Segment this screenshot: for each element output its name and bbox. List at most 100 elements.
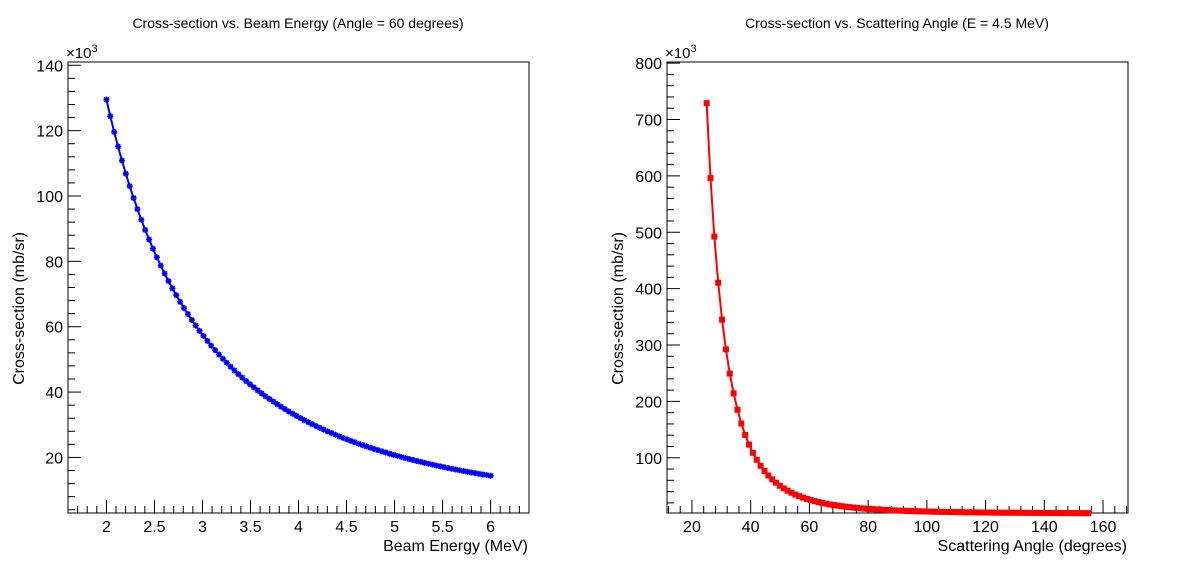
data-point — [320, 426, 327, 433]
data-point — [911, 508, 918, 515]
data-point — [873, 506, 880, 513]
data-point — [761, 467, 768, 474]
data-point — [1073, 510, 1080, 517]
data-point — [107, 113, 114, 120]
x-axis-label: Scattering Angle (degrees) — [938, 538, 1127, 555]
data-point — [122, 170, 129, 177]
data-point — [336, 433, 343, 440]
data-point — [757, 462, 764, 469]
data-point — [907, 508, 914, 515]
y-tick-label: 100 — [635, 451, 662, 468]
data-point — [753, 456, 760, 463]
data-point — [153, 254, 160, 261]
x-axis-label: Beam Energy (MeV) — [383, 538, 528, 555]
data-point — [254, 387, 261, 394]
data-point — [448, 465, 455, 472]
data-point — [707, 175, 714, 182]
data-point — [382, 449, 389, 456]
data-point — [788, 489, 795, 496]
y-axis-label: Cross-section (mb/sr) — [610, 232, 627, 385]
data-point — [722, 346, 729, 353]
data-point — [111, 128, 118, 135]
data-point — [950, 509, 957, 516]
data-point — [103, 96, 110, 103]
y-axis: 20 40 60 80 100 120 140 — [36, 58, 81, 511]
energy-chart: Cross-section vs. Beam Energy (Angle = 6… — [11, 15, 530, 555]
data-point — [456, 467, 463, 474]
data-point — [441, 464, 448, 471]
data-point — [305, 419, 312, 426]
x-axis: 2 2.5 3 3.5 4 4.5 5 5.5 6 — [67, 500, 530, 536]
data-point — [371, 445, 378, 452]
x-tick-label: 100 — [914, 519, 941, 536]
data-point — [309, 421, 316, 428]
data-point — [838, 503, 845, 510]
data-point — [784, 487, 791, 494]
data-point — [285, 408, 292, 415]
data-point — [208, 342, 215, 349]
data-point — [988, 509, 995, 516]
series-angle — [703, 100, 1092, 517]
x-tick-label: 3.5 — [239, 519, 261, 536]
y-multiplier: ×103 — [66, 43, 98, 62]
data-point — [134, 206, 141, 213]
data-point — [165, 278, 172, 285]
angle-chart: Cross-section vs. Scattering Angle (E = … — [610, 15, 1129, 555]
data-point — [730, 390, 737, 397]
data-point — [942, 508, 949, 515]
series-line — [705, 103, 1089, 515]
data-point — [819, 499, 826, 506]
data-point — [811, 498, 818, 505]
data-point — [769, 476, 776, 483]
data-point — [857, 505, 864, 512]
data-point — [703, 100, 710, 107]
data-point — [239, 374, 246, 381]
data-point — [869, 506, 876, 513]
data-point — [896, 507, 903, 514]
x-tick-label: 140 — [1031, 519, 1058, 536]
data-point — [1085, 510, 1092, 517]
data-point — [800, 494, 807, 501]
y-tick-label: 60 — [45, 320, 63, 337]
plot-frame — [67, 61, 530, 514]
data-point — [1054, 510, 1061, 517]
data-point — [827, 501, 834, 508]
data-point — [965, 509, 972, 516]
data-point — [250, 384, 257, 391]
data-point — [340, 434, 347, 441]
data-point — [181, 305, 188, 312]
data-point — [390, 451, 397, 458]
data-point — [969, 509, 976, 516]
x-tick-label: 4 — [294, 519, 303, 536]
data-point — [796, 493, 803, 500]
data-point — [765, 472, 772, 479]
data-point — [378, 448, 385, 455]
data-point — [479, 471, 486, 478]
data-point — [823, 500, 830, 507]
data-point — [719, 316, 726, 323]
data-point — [877, 506, 884, 513]
data-point — [846, 504, 853, 511]
data-point — [715, 279, 722, 286]
data-point — [146, 236, 153, 243]
data-point — [803, 495, 810, 502]
data-point — [927, 508, 934, 515]
data-point — [834, 502, 841, 509]
data-point — [1042, 509, 1049, 516]
x-tick-label: 4.5 — [335, 519, 357, 536]
data-point — [421, 459, 428, 466]
data-point — [118, 157, 125, 164]
data-point — [738, 420, 745, 427]
data-point — [475, 470, 482, 477]
data-point — [398, 453, 405, 460]
x-tick-label: 160 — [1090, 519, 1117, 536]
data-point — [919, 508, 926, 515]
data-point — [149, 245, 156, 252]
data-point — [946, 509, 953, 516]
data-point — [246, 381, 253, 388]
data-point — [184, 311, 191, 318]
data-point — [938, 508, 945, 515]
y-tick-label: 300 — [635, 338, 662, 355]
data-point — [780, 485, 787, 492]
chart-title: Cross-section vs. Beam Energy (Angle = 6… — [132, 15, 463, 31]
